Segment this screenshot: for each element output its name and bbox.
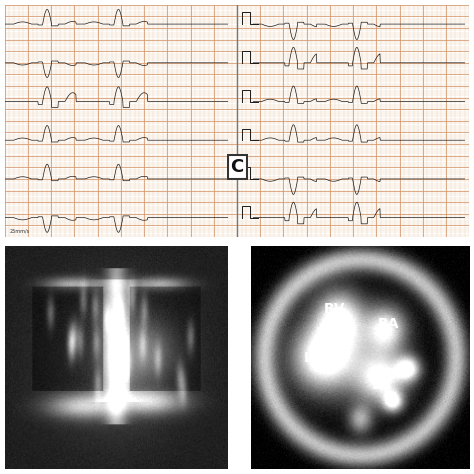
Text: RV: RV — [323, 302, 345, 316]
Text: LV: LV — [303, 351, 321, 365]
Text: LA: LA — [372, 378, 392, 392]
Text: C: C — [231, 158, 244, 176]
Text: RA: RA — [378, 318, 399, 331]
Text: 25mm/s: 25mm/s — [9, 228, 29, 233]
